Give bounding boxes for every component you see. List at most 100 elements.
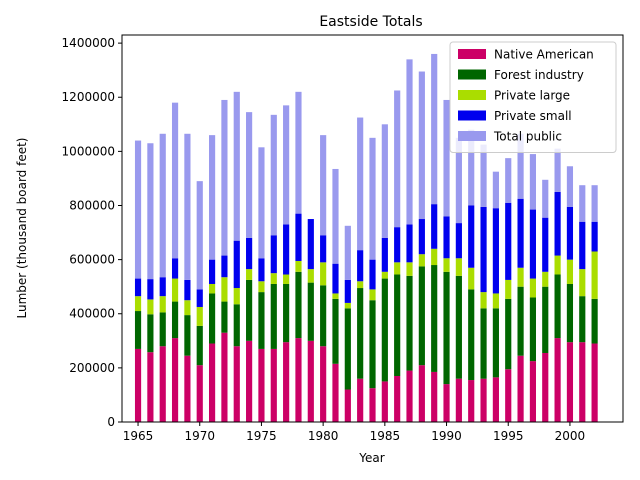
bar-segment-1981-series-4: [332, 168, 339, 264]
x-tick-label: 2000: [555, 429, 586, 443]
bar-segment-1972-series-4: [221, 99, 228, 256]
bar-segment-1974-series-4: [246, 112, 253, 238]
bar-segment-1979-series-1: [307, 282, 314, 341]
bar-segment-1988-series-4: [418, 71, 425, 220]
bar-segment-1976-series-4: [270, 114, 277, 236]
x-tick-label: 1995: [493, 429, 524, 443]
bar-segment-1980-series-0: [320, 346, 327, 422]
bar-segment-1966-series-4: [147, 143, 154, 280]
bar-segment-1995-series-0: [505, 369, 512, 422]
bar-segment-1975-series-2: [258, 281, 265, 293]
bar-segment-1987-series-1: [406, 275, 413, 371]
bar-segment-1980-series-4: [320, 135, 327, 236]
bar-segment-1968-series-0: [171, 338, 179, 422]
bar-segment-1980-series-3: [320, 235, 327, 263]
y-tick-label: 1000000: [62, 144, 115, 158]
bar-segment-1989-series-2: [431, 248, 438, 266]
legend-swatch: [458, 69, 486, 80]
bar-segment-1985-series-2: [381, 271, 388, 279]
bar-segment-1977-series-2: [283, 274, 290, 284]
bar-segment-1972-series-2: [221, 277, 228, 302]
bar-segment-1996-series-3: [517, 198, 524, 268]
bar-segment-1989-series-1: [431, 265, 438, 372]
bar-segment-1967-series-1: [159, 312, 166, 347]
bar-segment-1999-series-1: [554, 274, 561, 339]
bar-segment-1994-series-3: [492, 208, 499, 294]
bar-segment-1981-series-1: [332, 298, 339, 364]
bar-segment-1998-series-2: [542, 271, 549, 287]
legend-swatch: [458, 49, 486, 59]
bar-segment-1991-series-1: [455, 275, 462, 379]
bar-segment-1983-series-0: [357, 378, 364, 422]
bar-segment-1994-series-4: [492, 171, 499, 209]
bar-segment-1996-series-0: [517, 355, 524, 422]
bar-segment-2002-series-3: [591, 221, 598, 252]
bar-segment-2000-series-2: [566, 259, 574, 284]
bar-segment-1982-series-0: [344, 389, 351, 422]
bar-segment-1994-series-2: [492, 293, 499, 309]
bar-segment-1978-series-1: [295, 271, 302, 339]
bar-segment-1982-series-2: [344, 302, 351, 309]
bar-segment-1967-series-3: [159, 277, 166, 297]
bar-segment-1995-series-1: [505, 298, 512, 370]
bar-segment-1996-series-2: [517, 267, 524, 287]
legend-box: [449, 41, 617, 153]
bar-segment-1997-series-2: [529, 278, 536, 298]
bar-segment-1995-series-4: [505, 158, 512, 203]
bar-segment-1969-series-4: [184, 133, 191, 280]
bar-segment-1965-series-3: [134, 278, 142, 297]
bar-segment-1987-series-0: [406, 370, 413, 422]
bar-segment-1983-series-1: [357, 288, 364, 379]
bar-segment-2001-series-4: [579, 185, 586, 222]
bar-segment-1969-series-0: [184, 355, 191, 422]
bar-segment-1999-series-0: [554, 338, 561, 422]
bar-segment-1999-series-4: [554, 148, 561, 192]
bar-segment-1993-series-3: [480, 206, 487, 293]
bar-segment-1985-series-3: [381, 237, 388, 272]
bar-segment-1966-series-0: [147, 352, 154, 422]
bar-segment-1970-series-3: [196, 289, 203, 307]
bar-segment-1989-series-4: [431, 53, 438, 205]
bar-segment-1969-series-1: [184, 315, 191, 356]
bar-segment-1979-series-2: [307, 269, 314, 283]
bar-segment-1997-series-4: [529, 154, 536, 210]
bar-segment-1997-series-0: [529, 361, 536, 422]
bar-segment-1975-series-1: [258, 292, 265, 349]
bar-segment-1971-series-4: [209, 135, 216, 260]
bar-segment-1998-series-0: [542, 352, 549, 422]
bar-segment-1994-series-0: [492, 377, 499, 422]
bar-segment-2002-series-1: [591, 298, 598, 344]
bar-segment-2001-series-2: [579, 269, 586, 297]
bar-segment-1978-series-0: [295, 338, 302, 422]
bar-segment-1970-series-1: [196, 325, 203, 366]
bar-segment-1981-series-2: [332, 293, 339, 299]
bar-segment-1979-series-3: [307, 219, 314, 270]
chart-title: Eastside Totals: [319, 14, 422, 30]
bar-segment-1998-series-4: [542, 179, 549, 218]
bar-segment-1974-series-3: [246, 237, 253, 270]
bar-segment-2002-series-0: [591, 343, 598, 422]
bar-segment-1971-series-0: [209, 343, 216, 422]
bar-segment-1966-series-2: [147, 299, 154, 315]
bar-segment-1986-series-0: [394, 375, 401, 422]
bar-segment-1976-series-2: [270, 273, 277, 284]
bar-segment-1976-series-3: [270, 235, 277, 274]
bar-segment-1984-series-2: [369, 289, 376, 301]
bar-segment-1992-series-4: [468, 129, 475, 206]
bar-segment-1986-series-4: [394, 90, 401, 228]
bar-segment-2000-series-4: [566, 166, 574, 207]
bar-segment-2001-series-3: [579, 221, 586, 270]
bar-segment-1984-series-4: [369, 137, 376, 260]
legend-label: Private large: [494, 89, 570, 103]
bar-segment-1984-series-3: [369, 259, 376, 290]
bar-segment-2002-series-2: [591, 251, 598, 299]
x-tick-label: 1975: [246, 429, 277, 443]
bar-segment-1965-series-0: [134, 348, 142, 422]
bar-segment-1973-series-4: [233, 91, 240, 241]
bar-segment-1974-series-0: [246, 340, 253, 422]
bar-segment-1987-series-4: [406, 59, 413, 225]
bar-segment-1977-series-4: [283, 105, 290, 225]
bar-segment-1969-series-2: [184, 300, 191, 316]
x-tick-label: 1990: [431, 429, 462, 443]
bar-segment-1983-series-4: [357, 117, 364, 251]
